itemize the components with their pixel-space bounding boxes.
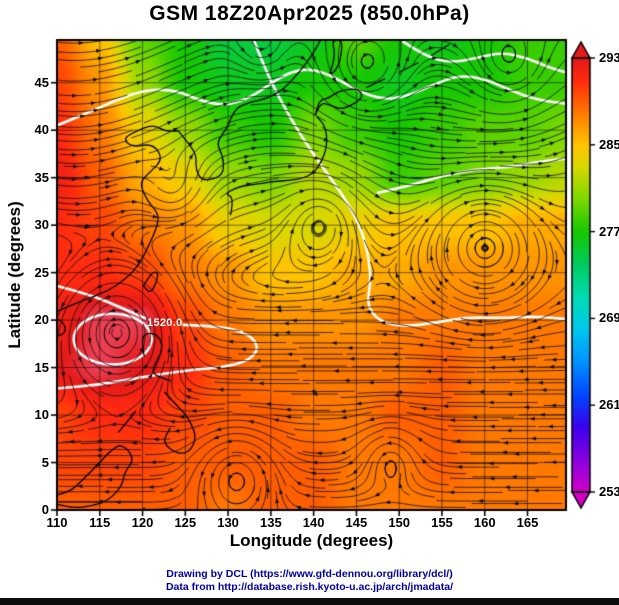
y-tick-label: 20 (34, 312, 49, 328)
y-tick-label: 40 (34, 122, 49, 138)
x-tick-label: 155 (431, 515, 453, 530)
y-tick-label: 45 (34, 74, 49, 90)
x-tick-label: 145 (345, 515, 368, 530)
footer-credit-line: Drawing by DCL (https://www.gfd-dennou.o… (166, 568, 453, 580)
colorbar-tick-label: 293 (599, 50, 619, 65)
page-title: GSM 18Z20Apr2025 (850.0hPa) (149, 2, 470, 25)
y-tick-label: 25 (34, 264, 49, 280)
x-tick-label: 140 (302, 515, 325, 530)
x-tick-label: 120 (131, 515, 154, 530)
colorbar-tick-label: 277 (599, 223, 619, 239)
x-tick-label: 150 (388, 515, 411, 530)
y-tick-label: 10 (34, 407, 49, 423)
x-tick-label: 125 (174, 515, 197, 530)
y-tick-label: 15 (34, 359, 49, 375)
bottom-bar (0, 598, 619, 605)
colorbar-tick-label: 253 (599, 484, 619, 499)
y-tick-label: 5 (41, 454, 49, 470)
x-tick-label: 115 (89, 515, 111, 530)
y-tick-label: 0 (41, 502, 49, 517)
contour-label: 1520.0 (147, 316, 183, 329)
x-tick-label: 130 (217, 515, 239, 530)
x-axis-label: Longitude (degrees) (229, 531, 394, 550)
x-tick-label: 135 (260, 515, 282, 530)
colorbar-tick-label: 269 (599, 310, 619, 326)
x-tick-label: 165 (516, 515, 539, 530)
footer-source-line: Data from http://database.rish.kyoto-u.a… (165, 581, 454, 593)
colorbar-tick-label: 261 (599, 397, 619, 413)
x-tick-label: 110 (46, 515, 68, 530)
x-tick-label: 160 (473, 515, 496, 530)
y-tick-label: 35 (34, 169, 49, 185)
footer: Drawing by DCL (https://www.gfd-dennou.o… (0, 568, 619, 594)
y-tick-label: 30 (34, 217, 49, 233)
colorbar-tick-label: 285 (599, 136, 619, 152)
